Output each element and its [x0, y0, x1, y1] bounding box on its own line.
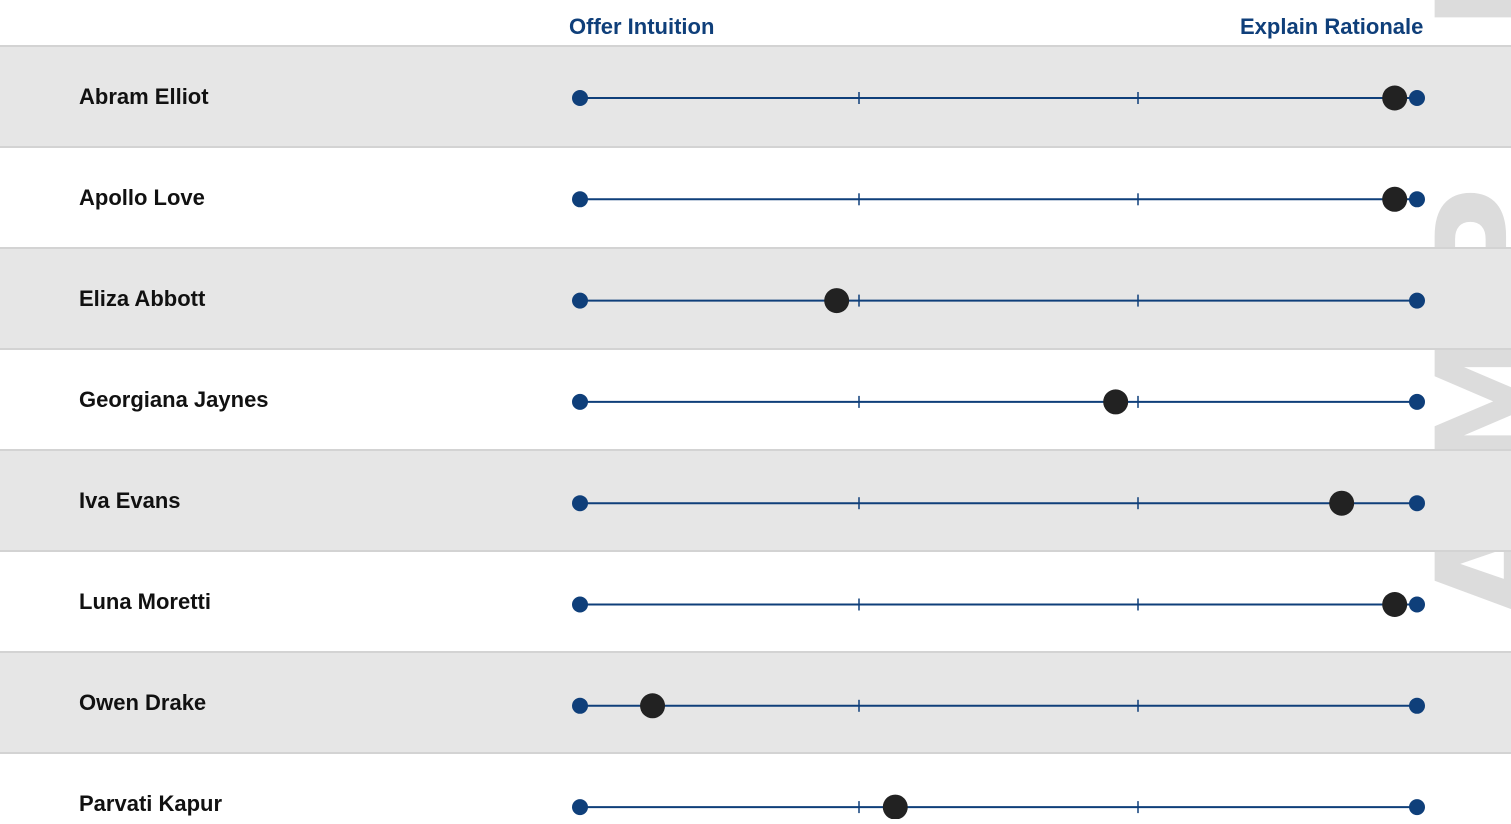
rating-marker — [824, 288, 850, 314]
scale-row — [572, 288, 1425, 314]
scale-row — [572, 693, 1425, 719]
rating-marker — [1382, 85, 1408, 111]
scale-row — [572, 85, 1425, 111]
rating-marker — [640, 693, 666, 719]
scale-end-point — [1409, 799, 1425, 816]
scale-end-point — [1409, 697, 1425, 714]
person-row: Owen Drake — [0, 651, 1511, 752]
person-name: Luna Moretti — [79, 589, 211, 614]
scale-end-point — [1409, 393, 1425, 410]
scale-end-point — [1409, 191, 1425, 208]
person-rows: Abram Elliot Apollo Love Eliza Abbott Georg… — [0, 45, 1511, 824]
scale-end-point — [1409, 292, 1425, 309]
scale-start-point — [572, 292, 588, 309]
person-row: Georgiana Jaynes — [0, 348, 1511, 449]
person-name: Abram Elliot — [79, 84, 209, 109]
scale-end-point — [1409, 495, 1425, 512]
scale-end-point — [1409, 90, 1425, 106]
scale-end-point — [1409, 596, 1425, 613]
rating-marker — [882, 794, 908, 819]
person-name: Eliza Abbott — [79, 286, 206, 311]
person-row: Apollo Love — [0, 146, 1511, 247]
scale-start-point — [572, 495, 588, 512]
rating-marker — [1103, 389, 1129, 415]
person-name: Owen Drake — [79, 690, 207, 715]
person-row: Luna Moretti — [0, 550, 1511, 651]
scale-row — [572, 389, 1425, 415]
scale-row — [572, 592, 1425, 617]
scale-row — [572, 794, 1425, 819]
scale-start-point — [572, 596, 588, 613]
scale-row — [572, 186, 1425, 212]
person-row: Parvati Kapur — [0, 752, 1511, 824]
scale-left-label: Offer Intuition — [569, 14, 715, 39]
person-name: Apollo Love — [79, 185, 205, 210]
person-row: Iva Evans — [0, 449, 1511, 550]
rating-marker — [1382, 592, 1408, 617]
person-name: Parvati Kapur — [79, 791, 223, 816]
scale-start-point — [572, 191, 588, 208]
scale-start-point — [572, 799, 588, 816]
scale-row — [572, 490, 1425, 516]
scale-start-point — [572, 90, 588, 106]
scale-start-point — [572, 393, 588, 410]
scale-start-point — [572, 697, 588, 714]
person-row: Eliza Abbott — [0, 247, 1511, 348]
rating-marker — [1382, 186, 1408, 212]
rating-marker — [1329, 490, 1355, 516]
scale-right-label: Explain Rationale — [1240, 14, 1424, 39]
person-name: Georgiana Jaynes — [79, 387, 269, 412]
person-row: Abram Elliot — [0, 45, 1511, 146]
person-name: Iva Evans — [79, 488, 181, 513]
